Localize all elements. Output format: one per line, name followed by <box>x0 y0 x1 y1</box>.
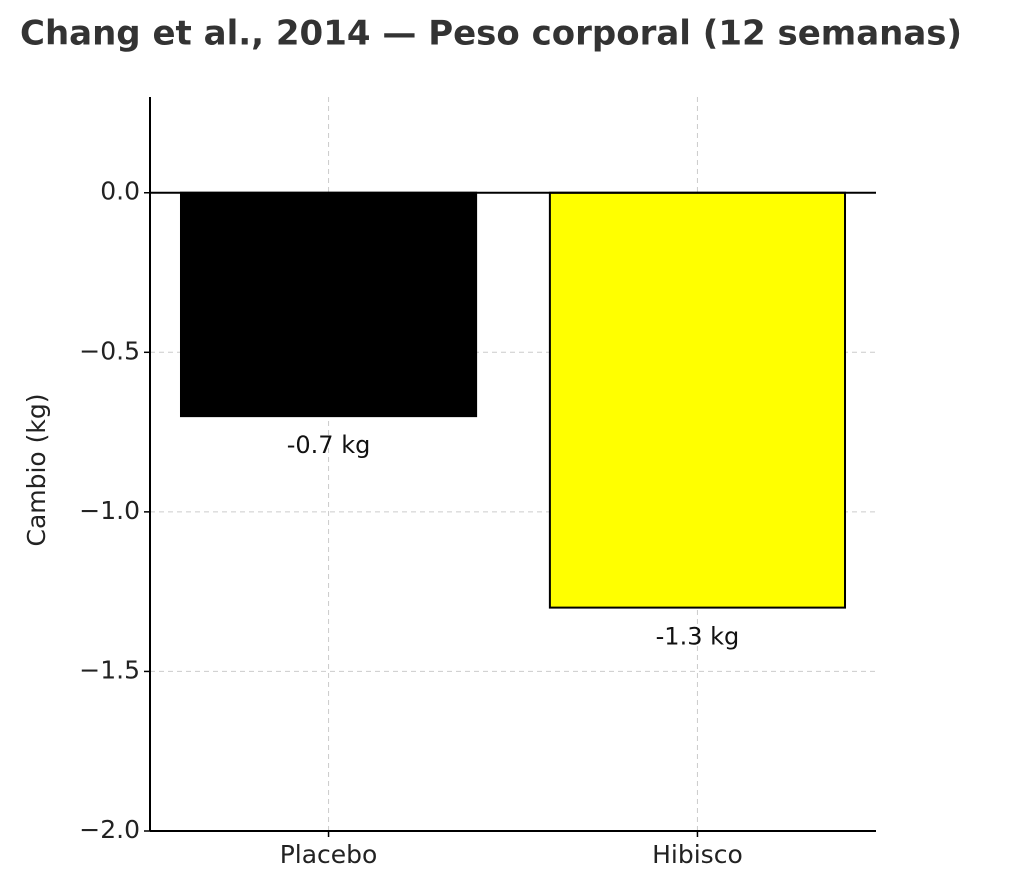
y-axis-label: Cambio (kg) <box>22 393 51 546</box>
value-label: -1.3 kg <box>656 623 740 651</box>
y-tick-label: 0.0 <box>100 177 140 206</box>
y-tick-label: −2.0 <box>79 815 140 844</box>
y-tick-label: −1.0 <box>79 496 140 525</box>
value-label: -0.7 kg <box>287 431 371 459</box>
bar <box>548 191 847 609</box>
y-tick-label: −0.5 <box>79 336 140 365</box>
y-tick-label: −1.5 <box>79 655 140 684</box>
bar <box>179 191 478 418</box>
chart-title: Chang et al., 2014 — Peso corporal (12 s… <box>20 14 962 54</box>
x-tick-label: Placebo <box>280 840 378 869</box>
x-tick-label: Hibisco <box>652 840 743 869</box>
